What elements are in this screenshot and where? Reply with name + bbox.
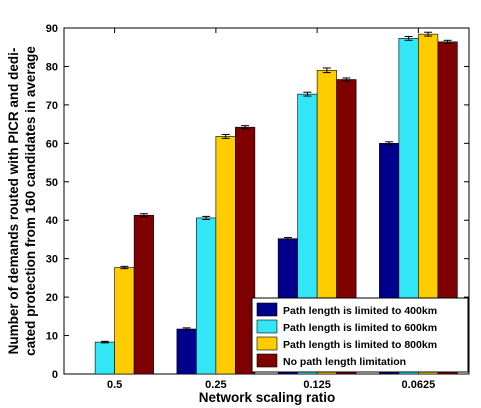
legend-swatch bbox=[256, 319, 278, 334]
y-tick-label: 60 bbox=[46, 138, 58, 150]
bar bbox=[133, 214, 154, 375]
error-bars bbox=[100, 31, 452, 344]
x-axis: 0.5 0.25 0.125 0.0625 bbox=[107, 28, 435, 391]
x-tick-label: 0.0625 bbox=[402, 379, 436, 391]
y-tick-label: 80 bbox=[46, 61, 58, 73]
y-tick-label: 20 bbox=[46, 292, 58, 304]
bar bbox=[196, 217, 217, 375]
x-tick-label: 0.25 bbox=[205, 379, 226, 391]
legend-label: Path length is limited to 400km bbox=[283, 305, 437, 317]
x-tick-label: 0.125 bbox=[303, 379, 331, 391]
y-axis: 0 10 20 30 40 50 60 70 80 90 bbox=[46, 23, 469, 381]
y-axis-label-line: cated protection from 160 candidates in … bbox=[23, 46, 38, 356]
y-tick-label: 0 bbox=[52, 369, 58, 381]
legend-swatch bbox=[256, 353, 278, 368]
legend-swatch bbox=[256, 302, 278, 317]
y-tick-label: 40 bbox=[46, 215, 58, 227]
x-axis-label: Network scaling ratio bbox=[199, 390, 336, 405]
legend-swatch bbox=[256, 336, 278, 351]
y-tick-label: 90 bbox=[46, 23, 58, 35]
legend-label: Path length is limited to 600km bbox=[283, 322, 437, 334]
y-tick-label: 70 bbox=[46, 100, 58, 112]
legend-label: Path length is limited to 800km bbox=[283, 339, 437, 351]
y-tick-label: 10 bbox=[46, 331, 58, 343]
bar bbox=[114, 267, 135, 375]
legend: Path length is limited to 400km Path leng… bbox=[251, 297, 469, 373]
x-tick-label: 0.5 bbox=[107, 379, 122, 391]
y-tick-label: 30 bbox=[46, 254, 58, 266]
y-axis-label: Number of demands routed with PICR and d… bbox=[6, 46, 38, 356]
bar bbox=[215, 136, 236, 375]
legend-label: No path length limitation bbox=[283, 356, 406, 368]
bar bbox=[176, 328, 197, 375]
legend-box bbox=[251, 297, 469, 373]
y-axis-label-line: Number of demands routed with PICR and d… bbox=[6, 48, 21, 355]
bar bbox=[94, 341, 115, 375]
y-tick-label: 50 bbox=[46, 177, 58, 189]
